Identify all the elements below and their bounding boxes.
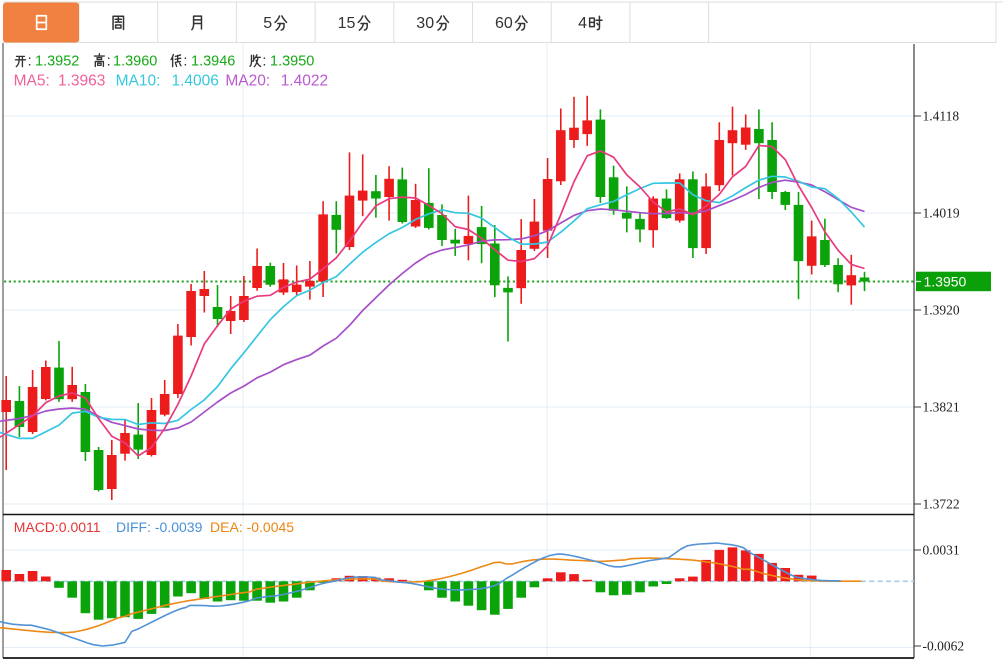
svg-text::: : [183,54,187,70]
svg-text:DEA: -0.0045: DEA: -0.0045 [210,519,294,535]
svg-text::: : [262,54,266,70]
svg-text:DIFF: -0.0039: DIFF: -0.0039 [116,519,203,535]
svg-text:5: 5 [263,15,272,32]
svg-text:1.3950: 1.3950 [924,274,967,290]
svg-text:1.4118: 1.4118 [923,109,960,124]
svg-text::: : [28,54,32,70]
svg-text:MACD:0.0011: MACD:0.0011 [14,519,101,535]
svg-text:MA5: 1.3963: MA5: 1.3963 [14,73,106,90]
svg-text:1.3920: 1.3920 [923,303,960,318]
svg-text:1.3960: 1.3960 [113,54,157,70]
svg-text:1.3950: 1.3950 [270,54,314,70]
svg-text:15: 15 [338,15,356,32]
svg-text:1.3952: 1.3952 [35,54,79,70]
svg-text:-0.0062: -0.0062 [923,639,965,654]
svg-text::: : [107,54,111,70]
svg-text:60: 60 [495,15,513,32]
svg-text:1.3946: 1.3946 [191,54,235,70]
svg-text:30: 30 [416,15,434,32]
svg-text:1.3722: 1.3722 [923,497,960,512]
svg-text:4: 4 [578,15,587,32]
svg-text:0.0031: 0.0031 [923,543,960,558]
svg-text:1.4019: 1.4019 [923,206,960,221]
svg-text:1.3821: 1.3821 [923,400,960,415]
